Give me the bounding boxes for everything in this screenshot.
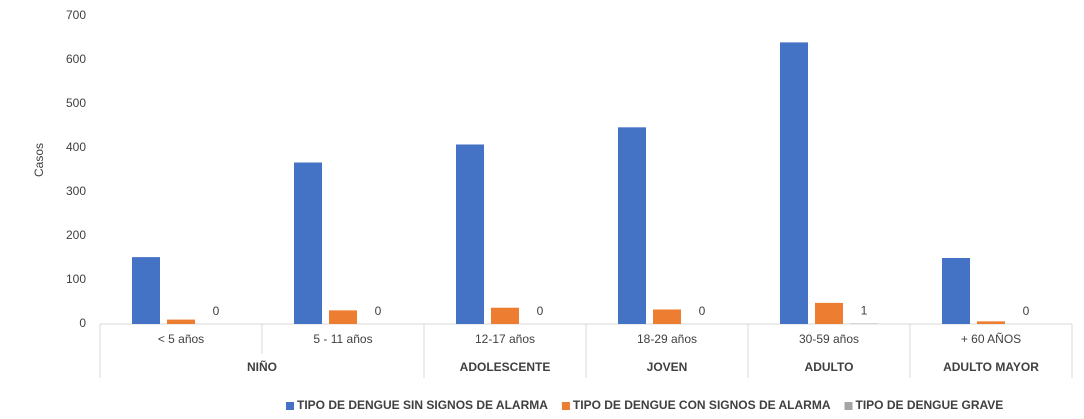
bar bbox=[618, 127, 646, 324]
data-label: 0 bbox=[213, 304, 220, 318]
group-label: JOVEN bbox=[647, 360, 688, 374]
group-label: ADULTO bbox=[805, 360, 854, 374]
data-label: 1 bbox=[861, 304, 868, 318]
data-label: 0 bbox=[375, 304, 382, 318]
y-tick-label: 600 bbox=[66, 52, 86, 66]
bar bbox=[491, 308, 519, 324]
x-tick-label: + 60 AÑOS bbox=[961, 332, 1021, 346]
bar bbox=[456, 144, 484, 324]
y-tick-label: 500 bbox=[66, 96, 86, 110]
bar bbox=[653, 309, 681, 324]
bar bbox=[329, 310, 357, 324]
x-tick-label: < 5 años bbox=[158, 332, 204, 346]
bar bbox=[167, 320, 195, 324]
bar bbox=[780, 42, 808, 324]
legend-swatch bbox=[562, 402, 570, 410]
x-tick-label: 12-17 años bbox=[475, 332, 535, 346]
y-tick-label: 100 bbox=[66, 272, 86, 286]
data-label: 0 bbox=[699, 304, 706, 318]
legend-swatch bbox=[845, 402, 853, 410]
bar bbox=[942, 258, 970, 324]
group-label: ADOLESCENTE bbox=[460, 360, 551, 374]
y-axis-title: Casos bbox=[32, 143, 46, 177]
bar bbox=[294, 163, 322, 324]
group-label: ADULTO MAYOR bbox=[943, 360, 1039, 374]
y-tick-label: 300 bbox=[66, 184, 86, 198]
y-tick-label: 200 bbox=[66, 228, 86, 242]
x-tick-label: 18-29 años bbox=[637, 332, 697, 346]
legend-label: TIPO DE DENGUE SIN SIGNOS DE ALARMA bbox=[297, 398, 548, 412]
y-tick-label: 0 bbox=[79, 316, 86, 330]
data-label: 0 bbox=[537, 304, 544, 318]
legend-swatch bbox=[286, 402, 294, 410]
legend-label: TIPO DE DENGUE CON SIGNOS DE ALARMA bbox=[573, 398, 831, 412]
bar bbox=[815, 303, 843, 324]
y-tick-label: 400 bbox=[66, 140, 86, 154]
legend-label: TIPO DE DENGUE GRAVE bbox=[856, 398, 1004, 412]
data-label: 0 bbox=[1023, 304, 1030, 318]
bar bbox=[132, 257, 160, 324]
x-tick-label: 30-59 años bbox=[799, 332, 859, 346]
x-tick-label: 5 - 11 años bbox=[313, 332, 372, 346]
group-label: NIÑO bbox=[247, 359, 277, 374]
bar bbox=[977, 321, 1005, 324]
y-tick-label: 700 bbox=[66, 8, 86, 22]
